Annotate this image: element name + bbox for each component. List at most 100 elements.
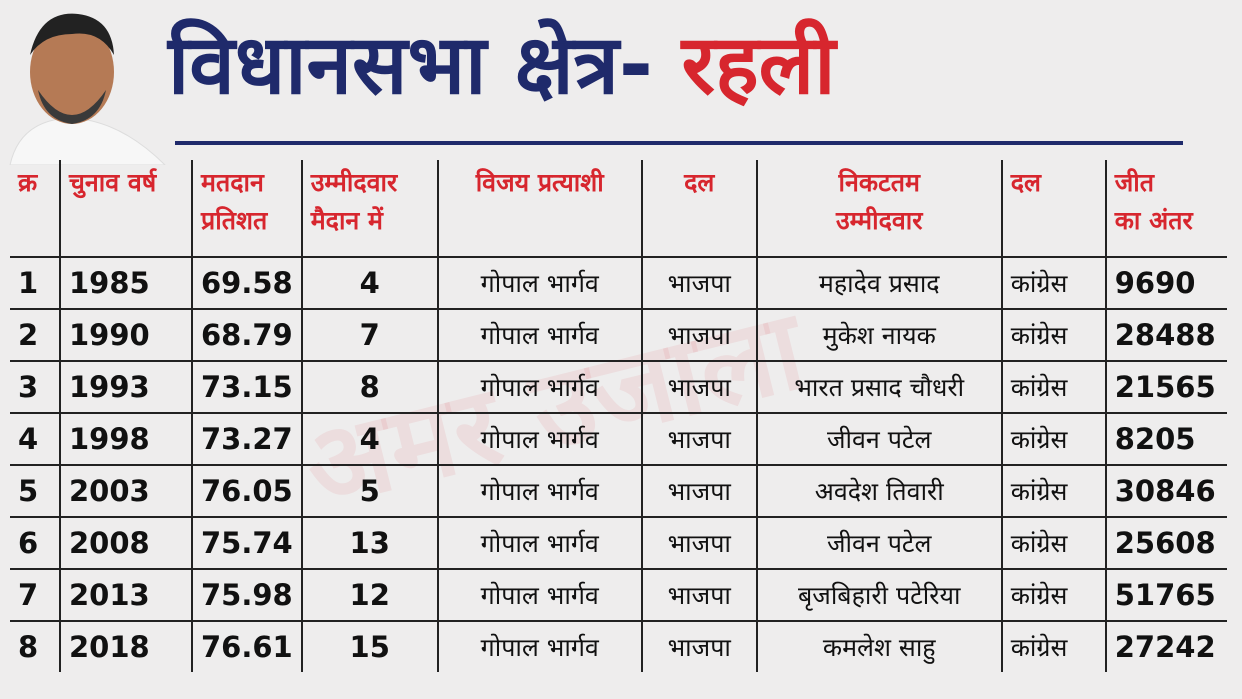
table-cell: 8205: [1104, 412, 1227, 465]
table-cell: 15: [300, 620, 438, 672]
table-row: 4 1998 73.27 4 गोपाल भार्गव भाजपा जीवन पटेल कां…: [10, 412, 1227, 465]
column-header: जीत का अंतर: [1104, 160, 1227, 257]
table-cell: भाजपा: [640, 412, 757, 465]
table-cell: गोपाल भार्गव: [436, 620, 642, 672]
table-cell: 8: [10, 620, 60, 672]
column-header: दल: [1000, 160, 1106, 257]
table-cell: गोपाल भार्गव: [436, 568, 642, 621]
column-header: चुनाव वर्ष: [59, 160, 192, 257]
header-line: विजय प्रत्याशी: [475, 168, 604, 197]
table-cell: 1985: [59, 256, 192, 309]
table-body: 1 1985 69.58 4 गोपाल भार्गव भाजपा महादेव प्रसा…: [10, 256, 1227, 672]
table-cell: कांग्रेस: [1000, 308, 1106, 361]
table-cell: 76.05: [191, 464, 302, 517]
table-cell: कमलेश साहु: [755, 620, 1002, 672]
table-cell: भारत प्रसाद चौधरी: [755, 360, 1002, 413]
table-cell: गोपाल भार्गव: [436, 464, 642, 517]
table-cell: बृजबिहारी पटेरिया: [755, 568, 1002, 621]
table-cell: 21565: [1104, 360, 1227, 413]
header-line: निकटतम: [838, 168, 920, 197]
table-row: 2 1990 68.79 7 गोपाल भार्गव भाजपा मुकेश नायक का…: [10, 308, 1227, 361]
column-header: मतदान प्रतिशत: [191, 160, 302, 257]
table-cell: 69.58: [191, 256, 302, 309]
table-cell: 1990: [59, 308, 192, 361]
table-row: 8 2018 76.61 15 गोपाल भार्गव भाजपा कमलेश साहु क…: [10, 620, 1227, 672]
table-cell: 3: [10, 360, 60, 413]
table-cell: गोपाल भार्गव: [436, 412, 642, 465]
table-cell: 4: [300, 256, 438, 309]
table-row: 6 2008 75.74 13 गोपाल भार्गव भाजपा जीवन पटेल का…: [10, 516, 1227, 569]
title-rule: [175, 141, 1183, 145]
table-cell: अवदेश तिवारी: [755, 464, 1002, 517]
header-line: मैदान में: [310, 206, 383, 235]
table-cell: 2008: [59, 516, 192, 569]
table-cell: 2018: [59, 620, 192, 672]
table-cell: भाजपा: [640, 620, 757, 672]
table-cell: 13: [300, 516, 438, 569]
table-row: 1 1985 69.58 4 गोपाल भार्गव भाजपा महादेव प्रसा…: [10, 256, 1227, 309]
column-header: दल: [640, 160, 757, 257]
results-table: क्र चुनाव वर्ष मतदान प्रतिशत उम्मीदवार मैदान …: [10, 160, 1227, 672]
table-cell: 68.79: [191, 308, 302, 361]
table-cell: कांग्रेस: [1000, 464, 1106, 517]
table-cell: 1993: [59, 360, 192, 413]
title-highlight: रहली: [681, 18, 836, 113]
table-cell: 5: [300, 464, 438, 517]
table-cell: भाजपा: [640, 308, 757, 361]
table-cell: गोपाल भार्गव: [436, 516, 642, 569]
header-line: चुनाव वर्ष: [69, 168, 157, 197]
column-header: उम्मीदवार मैदान में: [300, 160, 438, 257]
table-cell: कांग्रेस: [1000, 516, 1106, 569]
portrait: [9, 13, 166, 165]
column-header: विजय प्रत्याशी: [436, 160, 642, 257]
table-row: 5 2003 76.05 5 गोपाल भार्गव भाजपा अवदेश तिवारी…: [10, 464, 1227, 517]
table-row: 3 1993 73.15 8 गोपाल भार्गव भाजपा भारत प्रसाद …: [10, 360, 1227, 413]
table-cell: जीवन पटेल: [755, 516, 1002, 569]
column-header: निकटतम उम्मीदवार: [755, 160, 1002, 257]
header-row: क्र चुनाव वर्ष मतदान प्रतिशत उम्मीदवार मैदान …: [10, 160, 1227, 257]
header-line: जीत: [1114, 168, 1155, 197]
table-cell: 27242: [1104, 620, 1227, 672]
table-cell: 5: [10, 464, 60, 517]
title: विधानसभा क्षेत्र- रहली: [168, 6, 835, 126]
table-cell: 73.15: [191, 360, 302, 413]
table-cell: 9690: [1104, 256, 1227, 309]
column-header: क्र: [10, 160, 60, 257]
table-cell: कांग्रेस: [1000, 256, 1106, 309]
table-cell: महादेव प्रसाद: [755, 256, 1002, 309]
table-cell: कांग्रेस: [1000, 620, 1106, 672]
table-cell: 7: [300, 308, 438, 361]
table-cell: भाजपा: [640, 360, 757, 413]
table-cell: 4: [10, 412, 60, 465]
header-line: दल: [684, 168, 715, 197]
table-cell: 30846: [1104, 464, 1227, 517]
header-line: क्र: [18, 168, 38, 197]
table-cell: कांग्रेस: [1000, 568, 1106, 621]
table-cell: 2: [10, 308, 60, 361]
table-cell: जीवन पटेल: [755, 412, 1002, 465]
table-cell: भाजपा: [640, 516, 757, 569]
table-cell: 75.98: [191, 568, 302, 621]
table-cell: 6: [10, 516, 60, 569]
header-line: उम्मीदवार: [835, 206, 923, 235]
table-cell: 2003: [59, 464, 192, 517]
table-cell: 76.61: [191, 620, 302, 672]
table-cell: कांग्रेस: [1000, 360, 1106, 413]
table-cell: 2013: [59, 568, 192, 621]
header-line: दल: [1010, 168, 1041, 197]
table-cell: 51765: [1104, 568, 1227, 621]
table-cell: भाजपा: [640, 256, 757, 309]
header-line: प्रतिशत: [201, 206, 268, 235]
table-cell: गोपाल भार्गव: [436, 308, 642, 361]
table-row: 7 2013 75.98 12 गोपाल भार्गव भाजपा बृजबिहारी प…: [10, 568, 1227, 621]
table-cell: भाजपा: [640, 568, 757, 621]
table-cell: 1998: [59, 412, 192, 465]
header-line: का अंतर: [1114, 206, 1193, 235]
table-cell: 75.74: [191, 516, 302, 569]
table-cell: गोपाल भार्गव: [436, 256, 642, 309]
table-cell: 1: [10, 256, 60, 309]
table-cell: 8: [300, 360, 438, 413]
table-cell: 73.27: [191, 412, 302, 465]
table-cell: 4: [300, 412, 438, 465]
